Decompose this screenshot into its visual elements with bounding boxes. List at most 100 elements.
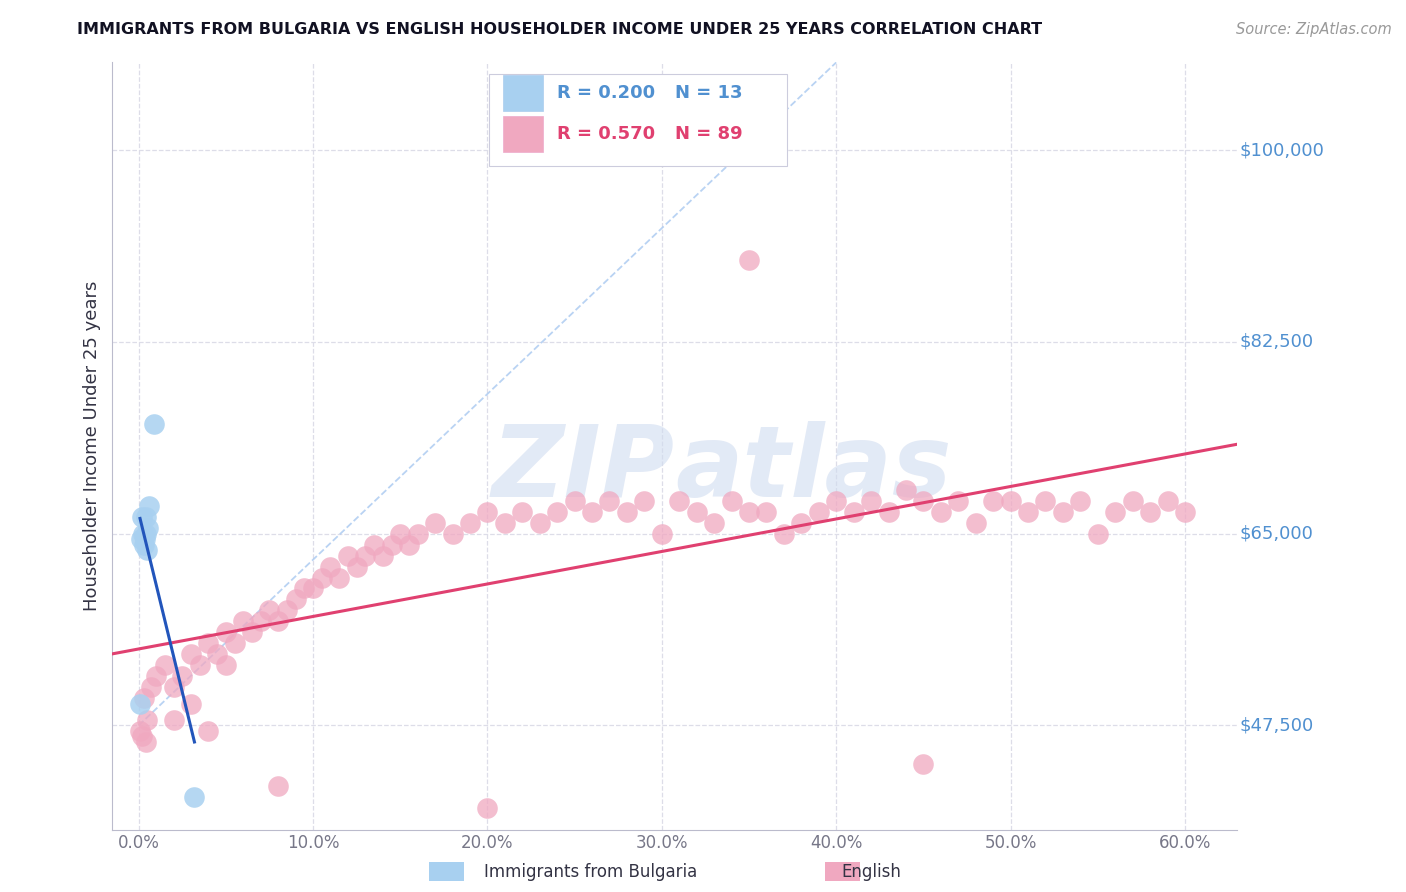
Point xyxy=(1069,493,1091,508)
Point xyxy=(136,543,159,558)
Point xyxy=(948,493,970,508)
Point xyxy=(1035,493,1057,508)
Point xyxy=(267,779,290,793)
Point xyxy=(912,756,935,771)
Point xyxy=(224,636,246,650)
Point xyxy=(197,723,219,738)
Point xyxy=(633,493,655,508)
Point xyxy=(215,658,238,673)
Point xyxy=(180,647,202,661)
Text: N = 89: N = 89 xyxy=(675,125,742,143)
Point xyxy=(1104,505,1126,519)
Point xyxy=(139,680,162,694)
Point xyxy=(129,532,152,546)
Point xyxy=(773,526,796,541)
Point xyxy=(354,549,377,563)
Point xyxy=(346,559,368,574)
Point xyxy=(132,526,155,541)
Point xyxy=(162,713,184,727)
Point xyxy=(720,493,742,508)
Point xyxy=(546,505,568,519)
Point xyxy=(1156,493,1178,508)
Point xyxy=(1122,493,1144,508)
Point xyxy=(755,505,778,519)
Bar xyxy=(503,116,543,153)
Point xyxy=(458,516,481,530)
Point xyxy=(232,615,254,629)
Point xyxy=(135,510,157,524)
Point xyxy=(398,538,420,552)
Bar xyxy=(825,862,860,881)
Point xyxy=(183,789,205,804)
Point xyxy=(529,516,551,530)
Point xyxy=(197,636,219,650)
Point xyxy=(215,625,238,640)
Point xyxy=(132,538,155,552)
Point xyxy=(336,549,359,563)
Text: R = 0.570: R = 0.570 xyxy=(557,125,655,143)
Point xyxy=(825,493,848,508)
Point xyxy=(581,505,603,519)
Text: English: English xyxy=(842,863,901,881)
Point xyxy=(738,505,761,519)
Point xyxy=(494,516,516,530)
Point xyxy=(1139,505,1161,519)
Text: $100,000: $100,000 xyxy=(1240,141,1324,159)
Text: atlas: atlas xyxy=(675,420,952,517)
Point xyxy=(738,252,761,267)
Point xyxy=(131,730,153,744)
Point xyxy=(380,538,402,552)
Point xyxy=(406,526,429,541)
Point xyxy=(616,505,638,519)
Point xyxy=(205,647,228,661)
Point xyxy=(276,603,298,617)
Point xyxy=(138,500,160,514)
Point xyxy=(249,615,271,629)
Point xyxy=(240,625,263,640)
Point xyxy=(807,505,830,519)
Point xyxy=(145,669,167,683)
Point xyxy=(162,680,184,694)
Point xyxy=(981,493,1004,508)
Point xyxy=(180,697,202,711)
Text: ZIP: ZIP xyxy=(492,420,675,517)
Point xyxy=(363,538,385,552)
Point xyxy=(131,510,153,524)
Point xyxy=(894,483,917,497)
Point xyxy=(143,417,166,431)
Point xyxy=(668,493,690,508)
Text: $82,500: $82,500 xyxy=(1240,333,1313,351)
Point xyxy=(292,582,315,596)
Point xyxy=(259,603,281,617)
Point xyxy=(319,559,342,574)
Text: N = 13: N = 13 xyxy=(675,84,742,102)
Point xyxy=(510,505,533,519)
Point xyxy=(134,532,156,546)
Point xyxy=(1174,505,1197,519)
Bar xyxy=(503,75,543,111)
Point xyxy=(842,505,865,519)
Text: $47,500: $47,500 xyxy=(1240,716,1313,734)
Point xyxy=(129,723,152,738)
Point xyxy=(929,505,952,519)
Point xyxy=(172,669,194,683)
Point xyxy=(877,505,900,519)
Bar xyxy=(429,862,464,881)
Point xyxy=(651,526,673,541)
Y-axis label: Householder Income Under 25 years: Householder Income Under 25 years xyxy=(83,281,101,611)
Text: IMMIGRANTS FROM BULGARIA VS ENGLISH HOUSEHOLDER INCOME UNDER 25 YEARS CORRELATIO: IMMIGRANTS FROM BULGARIA VS ENGLISH HOUS… xyxy=(77,22,1042,37)
Point xyxy=(1000,493,1022,508)
Point xyxy=(1017,505,1039,519)
Point xyxy=(129,697,152,711)
Text: $65,000: $65,000 xyxy=(1240,524,1313,542)
Point xyxy=(389,526,412,541)
Point xyxy=(188,658,211,673)
FancyBboxPatch shape xyxy=(489,74,787,166)
Point xyxy=(311,570,333,584)
Point xyxy=(860,493,883,508)
Point xyxy=(1087,526,1109,541)
Point xyxy=(686,505,709,519)
Point xyxy=(912,493,935,508)
Point xyxy=(790,516,813,530)
Point xyxy=(477,505,499,519)
